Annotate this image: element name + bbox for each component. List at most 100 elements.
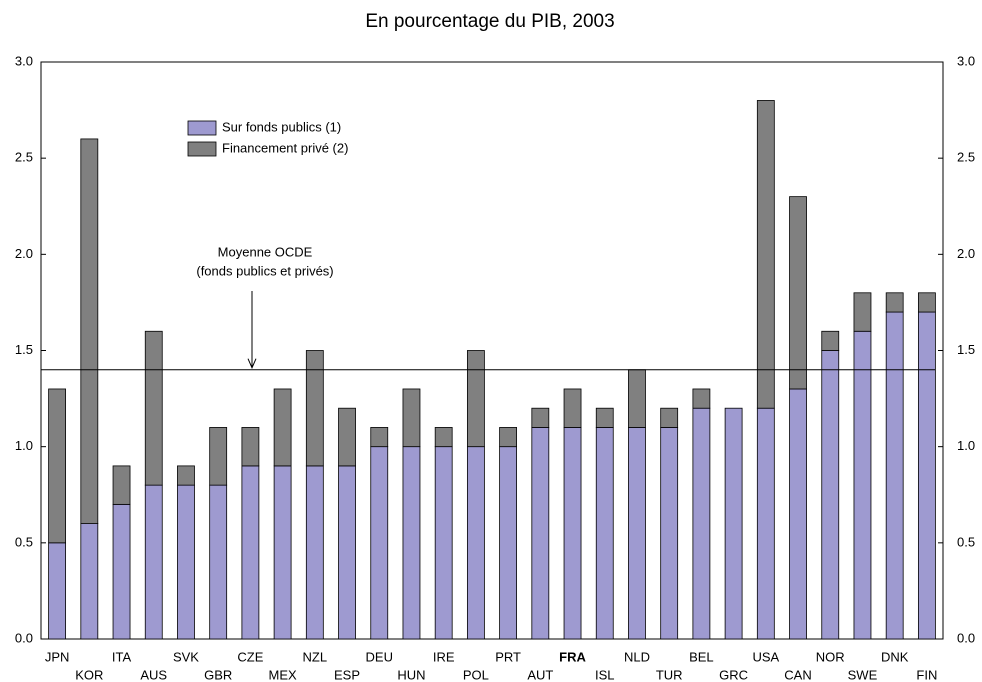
bar-segment (724, 407, 743, 640)
bar-segment (177, 484, 195, 640)
bar-segment (305, 350, 324, 467)
bar-segment (338, 407, 356, 467)
bar-segment (434, 427, 453, 448)
y2-tick-label: 0.5 (957, 534, 975, 549)
bar-segment (499, 446, 518, 640)
bar-segment (80, 138, 99, 524)
x-tick-label: MEX (269, 667, 298, 682)
bar-segment (338, 465, 356, 640)
y-tick-label: 0.5 (15, 534, 33, 549)
x-tick-label: CAN (784, 667, 811, 682)
legend-swatch (187, 120, 217, 136)
x-tick-label: USA (752, 649, 779, 664)
y-tick-label: 1.0 (15, 438, 33, 453)
y2-tick-label: 1.5 (957, 342, 975, 357)
bar-segment (628, 369, 646, 428)
bar-segment (917, 311, 936, 640)
bar-segment (821, 330, 840, 351)
bar-segment (756, 407, 775, 640)
bar-segment (917, 292, 936, 313)
annotation: Moyenne OCDE (218, 244, 313, 259)
bar-segment (789, 196, 807, 390)
bar-segment (885, 292, 904, 313)
x-tick-label: TUR (656, 667, 683, 682)
bar-segment (402, 446, 421, 640)
y2-tick-label: 2.5 (957, 150, 975, 165)
x-tick-label: ISL (595, 667, 615, 682)
bar-segment (660, 427, 679, 640)
bar-segment (305, 465, 324, 640)
chart-title: En pourcentage du PIB, 2003 (365, 11, 614, 32)
x-tick-label: NOR (816, 649, 845, 664)
x-tick-label: SWE (848, 667, 878, 682)
bar-segment (144, 330, 163, 486)
x-tick-label: AUT (527, 667, 553, 682)
y2-tick-label: 0.0 (957, 630, 975, 645)
legend-label: Sur fonds publics (1) (222, 119, 341, 134)
y2-tick-label: 3.0 (957, 53, 975, 68)
bar-segment (209, 427, 228, 486)
bar-segment (370, 427, 389, 448)
y-tick-label: 2.5 (15, 150, 33, 165)
bar-segment (112, 503, 131, 640)
bar-segment (466, 350, 485, 448)
x-tick-label: SVK (173, 649, 199, 664)
x-tick-label: FIN (916, 667, 937, 682)
x-tick-label: JPN (45, 649, 70, 664)
bar-segment (241, 427, 260, 467)
y-tick-label: 1.5 (15, 342, 33, 357)
x-tick-label: ITA (112, 649, 132, 664)
x-tick-label: POL (463, 667, 489, 682)
bar-segment (80, 523, 99, 640)
bar-segment (144, 484, 163, 640)
bar-segment (756, 100, 775, 409)
bar-segment (499, 427, 518, 448)
x-tick-label: PRT (495, 649, 521, 664)
bar-segment (241, 465, 260, 640)
x-tick-label: DEU (366, 649, 393, 664)
bar-segment (692, 388, 711, 409)
bar-segment (48, 388, 67, 544)
y-tick-label: 0.0 (15, 630, 33, 645)
bar-segment (273, 465, 292, 640)
y2-tick-label: 1.0 (957, 438, 975, 453)
bar-segment (885, 311, 904, 640)
bar-segment (48, 542, 67, 640)
x-tick-label: NLD (624, 649, 650, 664)
bar-segment (273, 388, 292, 467)
bar-segment (853, 330, 872, 640)
bar-segment (595, 427, 614, 640)
arrow-head (247, 358, 257, 369)
y-tick-label: 3.0 (15, 53, 33, 68)
bar-segment (563, 388, 582, 428)
bar-segment (628, 427, 646, 640)
x-tick-label: KOR (75, 667, 103, 682)
bar-segment (434, 446, 453, 640)
bar-segment (177, 465, 195, 486)
x-tick-label: IRE (433, 649, 455, 664)
y2-tick-label: 2.0 (957, 246, 975, 261)
bar-segment (531, 427, 550, 640)
x-tick-label: FRA (559, 649, 586, 664)
x-tick-label: BEL (689, 649, 714, 664)
x-tick-label: DNK (881, 649, 909, 664)
bar-segment (531, 407, 550, 428)
bar-segment (660, 407, 679, 428)
bar-segment (112, 465, 131, 505)
bar-segment (370, 446, 389, 640)
x-tick-label: HUN (397, 667, 425, 682)
x-tick-label: AUS (140, 667, 167, 682)
legend-label: Financement privé (2) (222, 140, 348, 155)
bar-segment (595, 407, 614, 428)
bar-segment (821, 350, 840, 640)
x-tick-label: GBR (204, 667, 232, 682)
bar-segment (466, 446, 485, 640)
x-tick-label: CZE (237, 649, 263, 664)
legend-swatch (187, 141, 217, 157)
bar-segment (402, 388, 421, 448)
bar-segment (853, 292, 872, 332)
y-tick-label: 2.0 (15, 246, 33, 261)
x-tick-label: GRC (719, 667, 748, 682)
x-tick-label: ESP (334, 667, 360, 682)
bar-segment (563, 427, 582, 640)
